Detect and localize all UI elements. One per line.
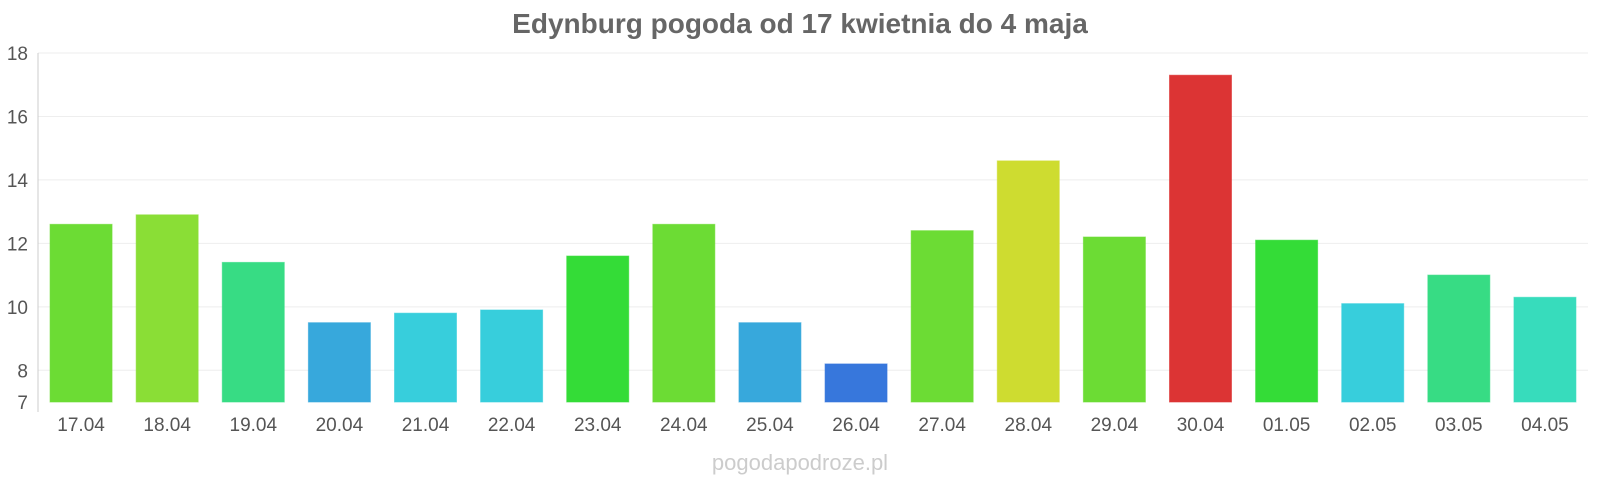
bar-23.04 (566, 255, 630, 403)
x-tick-label: 17.04 (57, 415, 105, 436)
x-tick-label: 18.04 (143, 415, 191, 436)
bar-02.05 (1341, 303, 1405, 403)
x-tick-label: 02.05 (1349, 415, 1397, 436)
bar-24.04 (652, 223, 716, 403)
y-tick-label: 10 (7, 298, 28, 319)
x-tick-label: 24.04 (660, 415, 708, 436)
bar-28.04 (996, 160, 1060, 403)
x-tick-label: 23.04 (574, 415, 622, 436)
y-tick-label: 7 (17, 393, 28, 414)
bar-21.04 (394, 312, 457, 403)
x-tick-label: 19.04 (230, 415, 278, 436)
bar-26.04 (824, 363, 888, 403)
bar-01.05 (1255, 239, 1319, 403)
x-tick-label: 26.04 (832, 415, 880, 436)
bar-17.04 (49, 223, 113, 403)
bar-25.04 (738, 322, 802, 403)
bar-27.04 (910, 230, 974, 403)
x-tick-label: 20.04 (316, 415, 364, 436)
x-tick-label: 28.04 (1005, 415, 1053, 436)
y-tick-label: 12 (7, 234, 28, 255)
y-tick-label: 14 (7, 171, 29, 192)
x-tick-label: 01.05 (1263, 415, 1311, 436)
y-tick-label: 18 (7, 44, 28, 65)
bar-19.04 (221, 261, 285, 403)
watermark-text: pogodapodroze.pl (711, 450, 889, 475)
x-tick-label: 29.04 (1091, 415, 1139, 436)
x-tick-label: 30.04 (1177, 415, 1225, 436)
bar-04.05 (1513, 296, 1577, 403)
x-tick-label: 03.05 (1435, 415, 1483, 436)
x-tick-label: 27.04 (918, 415, 966, 436)
bar-22.04 (480, 309, 544, 403)
y-tick-label: 8 (17, 361, 28, 382)
x-tick-label: 04.05 (1521, 415, 1569, 436)
y-tick-label: 16 (7, 107, 28, 128)
bar-29.04 (1082, 236, 1146, 403)
bar-20.04 (307, 322, 371, 403)
chart-title: Edynburg pogoda od 17 kwietnia do 4 maja (512, 8, 1088, 39)
x-tick-label: 25.04 (746, 415, 794, 436)
bar-18.04 (135, 214, 199, 403)
x-tick-label: 22.04 (488, 415, 536, 436)
bar-30.04 (1169, 74, 1232, 403)
x-tick-label: 21.04 (402, 415, 450, 436)
bar-03.05 (1427, 274, 1491, 403)
